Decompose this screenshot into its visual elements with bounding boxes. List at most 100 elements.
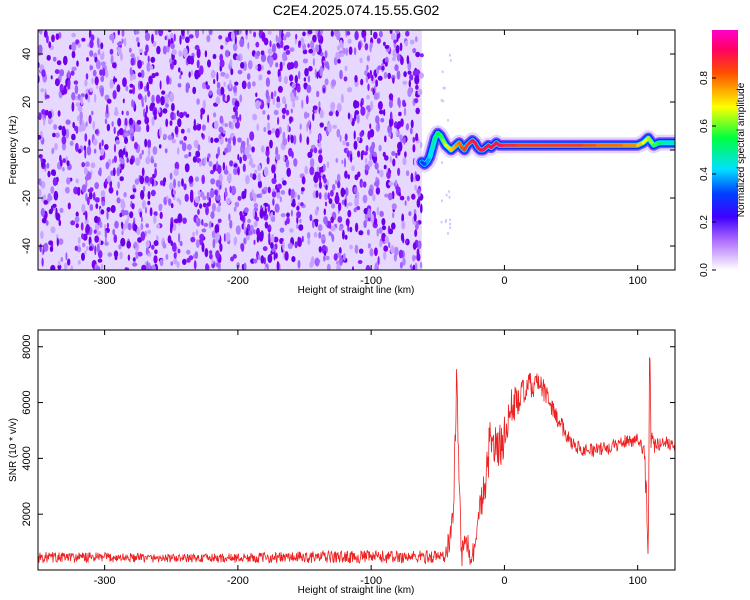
noise-speckle bbox=[395, 129, 398, 137]
noise-speckle bbox=[77, 105, 83, 112]
noise-speckle bbox=[267, 48, 273, 55]
noise-speckle bbox=[286, 167, 292, 177]
noise-speckle bbox=[449, 222, 452, 226]
noise-speckle bbox=[323, 208, 326, 216]
noise-speckle bbox=[112, 62, 117, 69]
noise-speckle bbox=[395, 30, 400, 34]
noise-speckle bbox=[377, 75, 383, 81]
noise-speckle bbox=[56, 237, 59, 247]
noise-speckle bbox=[105, 69, 109, 78]
noise-speckle bbox=[312, 112, 315, 122]
noise-speckle bbox=[178, 232, 181, 243]
noise-speckle bbox=[229, 79, 232, 89]
noise-speckle bbox=[240, 243, 243, 250]
noise-speckle bbox=[258, 232, 264, 242]
noise-speckle bbox=[159, 180, 164, 186]
noise-speckle bbox=[148, 75, 153, 85]
noise-speckle bbox=[376, 37, 381, 44]
noise-speckle bbox=[99, 155, 103, 161]
noise-speckle bbox=[112, 167, 116, 177]
noise-speckle bbox=[176, 198, 180, 202]
noise-speckle bbox=[213, 79, 216, 84]
noise-speckle bbox=[124, 117, 128, 128]
noise-speckle bbox=[419, 141, 423, 149]
noise-speckle bbox=[245, 235, 250, 241]
noise-speckle bbox=[193, 260, 197, 270]
noise-speckle bbox=[150, 189, 156, 197]
noise-speckle bbox=[108, 186, 114, 194]
noise-speckle bbox=[319, 174, 322, 183]
noise-speckle bbox=[301, 235, 304, 243]
colorbar-tick-label: 0.4 bbox=[699, 167, 710, 181]
noise-speckle bbox=[102, 68, 106, 77]
noise-speckle bbox=[53, 124, 58, 130]
noise-speckle bbox=[144, 94, 147, 103]
noise-speckle bbox=[179, 35, 182, 45]
noise-speckle bbox=[381, 65, 385, 71]
noise-speckle bbox=[71, 41, 77, 52]
noise-speckle bbox=[360, 101, 363, 108]
noise-speckle bbox=[272, 210, 275, 216]
colorbar-gradient bbox=[712, 30, 738, 270]
noise-speckle bbox=[199, 65, 204, 75]
noise-speckle bbox=[151, 116, 155, 126]
noise-speckle bbox=[336, 128, 341, 138]
colorbar-tick-label: 0.0 bbox=[699, 263, 710, 277]
noise-speckle bbox=[397, 97, 400, 102]
noise-speckle bbox=[144, 111, 147, 121]
noise-speckle bbox=[180, 128, 185, 134]
noise-speckle bbox=[40, 230, 44, 240]
noise-speckle bbox=[140, 223, 144, 231]
noise-speckle bbox=[230, 68, 234, 76]
noise-speckle bbox=[86, 246, 89, 251]
noise-speckle bbox=[49, 246, 54, 252]
noise-speckle bbox=[64, 262, 68, 270]
noise-speckle bbox=[344, 133, 348, 142]
noise-speckle bbox=[230, 185, 237, 196]
noise-speckle bbox=[233, 237, 237, 246]
noise-speckle bbox=[370, 213, 375, 224]
noise-speckle bbox=[136, 227, 141, 236]
noise-speckle bbox=[243, 262, 247, 270]
y-tick-label: 6000 bbox=[21, 390, 33, 414]
noise-speckle bbox=[270, 242, 274, 249]
noise-speckle bbox=[372, 194, 376, 202]
noise-speckle bbox=[106, 98, 112, 104]
noise-speckle bbox=[194, 69, 200, 80]
noise-speckle bbox=[243, 237, 247, 245]
noise-speckle bbox=[412, 136, 416, 143]
noise-speckle bbox=[353, 130, 356, 140]
noise-speckle bbox=[336, 263, 341, 270]
noise-speckle bbox=[412, 70, 417, 77]
noise-speckle bbox=[228, 213, 231, 221]
noise-speckle bbox=[448, 218, 451, 222]
noise-speckle bbox=[211, 222, 214, 228]
noise-speckle bbox=[379, 210, 384, 217]
noise-speckle bbox=[202, 99, 206, 110]
noise-speckle bbox=[116, 197, 121, 204]
noise-speckle bbox=[402, 99, 406, 108]
noise-speckle bbox=[388, 181, 394, 186]
noise-speckle bbox=[174, 162, 179, 167]
noise-speckle bbox=[376, 206, 380, 216]
noise-speckle bbox=[196, 48, 201, 59]
noise-speckle bbox=[441, 70, 444, 74]
noise-speckle bbox=[170, 221, 174, 229]
noise-speckle bbox=[307, 238, 311, 245]
x-tick-label: 0 bbox=[501, 275, 507, 287]
colorbar: 0.0 0.2 0.4 0.6 0.8 Normalized spectral ampl… bbox=[699, 30, 747, 277]
noise-speckle bbox=[233, 163, 238, 168]
noise-speckle bbox=[416, 188, 421, 194]
noise-speckle bbox=[234, 36, 237, 45]
noise-speckle bbox=[282, 155, 286, 162]
noise-speckle bbox=[237, 69, 243, 75]
noise-speckle bbox=[188, 71, 191, 78]
noise-speckle bbox=[110, 205, 116, 213]
noise-speckle bbox=[321, 235, 326, 241]
noise-speckle bbox=[183, 111, 187, 116]
noise-speckle bbox=[79, 117, 82, 126]
noise-speckle bbox=[131, 99, 134, 108]
noise-speckle bbox=[113, 234, 118, 244]
noise-speckle bbox=[199, 233, 205, 241]
noise-speckle bbox=[285, 159, 290, 168]
